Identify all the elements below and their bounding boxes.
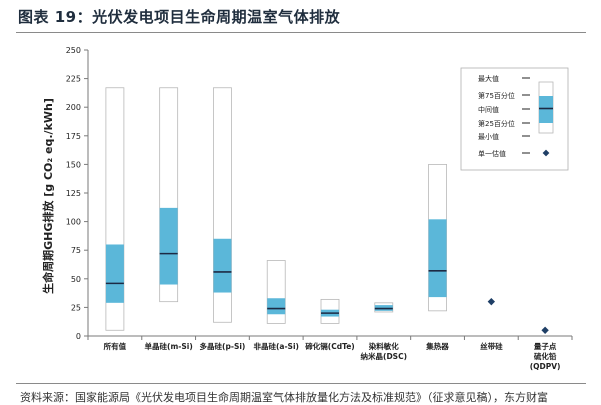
y-tick-label: 175 (66, 132, 81, 141)
x-tick-label: 非晶硅(a-Si) (253, 341, 299, 351)
iqr-box (159, 207, 178, 285)
x-tick-label: 量子点 (534, 341, 557, 351)
x-tick-label: 碲化镉(CdTe) (305, 341, 354, 351)
iqr-box (213, 238, 232, 293)
box-plot-chart: 0 25 50 75 100 125 150 175 200 225 250 所有值 单晶硅(m-Si… (41, 46, 573, 371)
chart-axes: 0 25 50 75 100 125 150 175 200 225 250 (66, 46, 573, 341)
title-divider (16, 32, 586, 33)
chart-boxes (105, 87, 549, 334)
y-tick-label: 250 (66, 46, 81, 55)
y-tick-label: 150 (66, 160, 81, 169)
x-tick-label: 丝带硅 (480, 341, 503, 351)
legend-sample-iqr (539, 96, 553, 123)
y-tick-label: 125 (66, 189, 81, 198)
single-estimate-marker (541, 326, 549, 334)
legend-item-label: 第25百分位 (478, 119, 515, 128)
iqr-box (267, 298, 286, 315)
legend-item-label: 最小值 (478, 132, 499, 141)
legend-item-label: 中间值 (478, 105, 499, 114)
y-tick-label: 0 (76, 332, 81, 341)
footer-divider (16, 383, 586, 384)
x-tick-label: 硫化铅 (534, 351, 557, 361)
y-tick-label: 25 (71, 303, 81, 312)
figure-title: 图表 19：光伏发电项目生命周期温室气体排放 (18, 8, 341, 26)
x-tick-label: 所有值 (104, 341, 127, 351)
y-tick-label: 225 (66, 75, 81, 84)
x-tick-label: 集热器 (425, 341, 449, 351)
iqr-box (105, 244, 124, 303)
single-estimate-marker (487, 298, 496, 306)
x-tick-label: 多晶硅(p-Si) (200, 341, 246, 351)
legend-single-label: 单一估值 (478, 149, 506, 158)
y-tick-label: 100 (66, 218, 81, 227)
x-tick-label: 纳米晶(DSC) (361, 351, 408, 361)
x-tick-label: (QDPV) (530, 362, 561, 371)
chart-category-labels: 所有值 单晶硅(m-Si) 多晶硅(p-Si) 非晶硅(a-Si) 碲化镉(CdTe) 染… (104, 341, 561, 371)
y-tick-label: 75 (71, 246, 81, 255)
y-tick-label: 50 (71, 275, 81, 284)
legend-item-label: 第75百分位 (478, 91, 515, 100)
iqr-box (428, 219, 447, 298)
x-tick-label: 染料敏化 (368, 341, 399, 351)
x-tick-label: 单晶硅(m-Si) (145, 341, 193, 351)
source-note: 资料来源：国家能源局《光伏发电项目生命周期温室气体排放量化方法及标准规范》（征求… (20, 391, 548, 404)
legend-item-label: 最大值 (478, 74, 499, 83)
y-tick-label: 200 (66, 103, 81, 112)
y-axis-label: 生命周期GHG排放 [g CO₂ eq./kWh] (41, 98, 55, 294)
legend-single-marker (542, 149, 550, 157)
